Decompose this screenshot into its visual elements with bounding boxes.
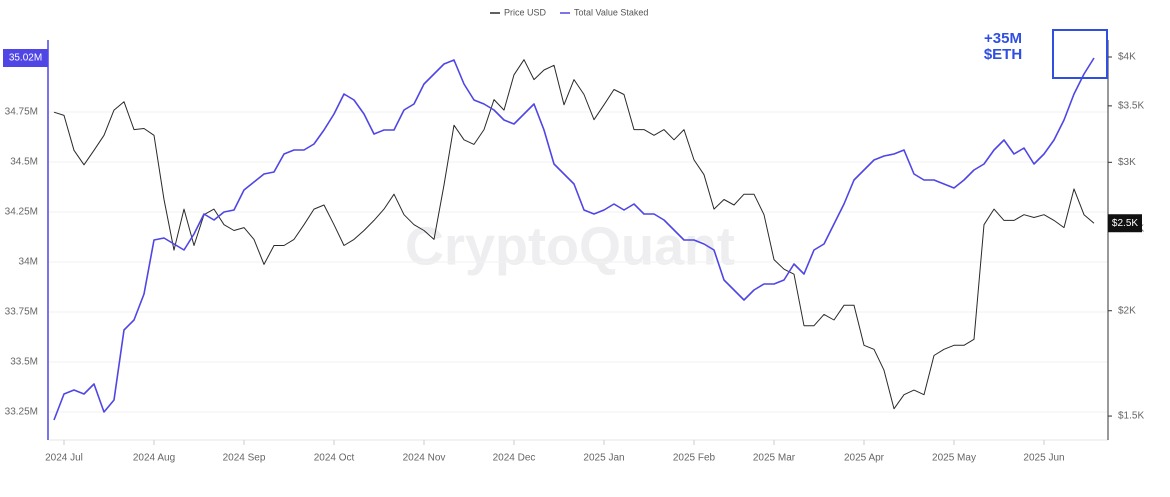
y2-tick-label: $1.5K	[1118, 411, 1144, 422]
last-value-label: $2.5K	[1112, 218, 1138, 229]
x-tick-label: 2024 Nov	[403, 453, 446, 464]
x-tick-label: 2025 Mar	[753, 453, 796, 464]
legend-label: Total Value Staked	[574, 7, 648, 17]
x-tick-label: 2025 Apr	[844, 453, 885, 464]
y-tick-label: 33.25M	[5, 407, 38, 418]
x-tick-label: 2024 Dec	[493, 453, 536, 464]
y-tick-label: 34.25M	[5, 207, 38, 218]
annotation-text: +35M	[984, 30, 1022, 47]
x-tick-label: 2024 Sep	[223, 453, 266, 464]
y2-tick-label: $3.5K	[1118, 101, 1144, 112]
y-tick-label: 34M	[19, 257, 38, 268]
y-tick-label: 34.5M	[10, 157, 38, 168]
annotation-text: $ETH	[984, 46, 1022, 63]
watermark: CryptoQuant	[405, 216, 735, 276]
last-value-box	[3, 49, 48, 67]
annotation-box	[1052, 29, 1108, 79]
series-line	[53, 59, 1095, 410]
y-tick-label: 33.75M	[5, 307, 38, 318]
x-tick-label: 2025 May	[932, 453, 976, 464]
x-tick-label: 2025 Jun	[1023, 453, 1064, 464]
legend-label: Price USD	[504, 7, 547, 17]
x-tick-label: 2025 Feb	[673, 453, 716, 464]
y-tick-label: 34.75M	[5, 107, 38, 118]
last-value-label: 35.02M	[9, 53, 42, 64]
y2-tick-label: $3K	[1118, 157, 1136, 168]
y2-tick-label: $4K	[1118, 52, 1136, 63]
x-tick-label: 2024 Jul	[45, 453, 83, 464]
x-tick-label: 2024 Oct	[314, 453, 355, 464]
x-tick-label: 2024 Aug	[133, 453, 175, 464]
series-line	[53, 57, 1095, 421]
y2-tick-label: $2K	[1118, 305, 1136, 316]
last-value-box	[1108, 214, 1142, 233]
y-tick-label: 33.5M	[10, 357, 38, 368]
x-tick-label: 2025 Jan	[583, 453, 624, 464]
